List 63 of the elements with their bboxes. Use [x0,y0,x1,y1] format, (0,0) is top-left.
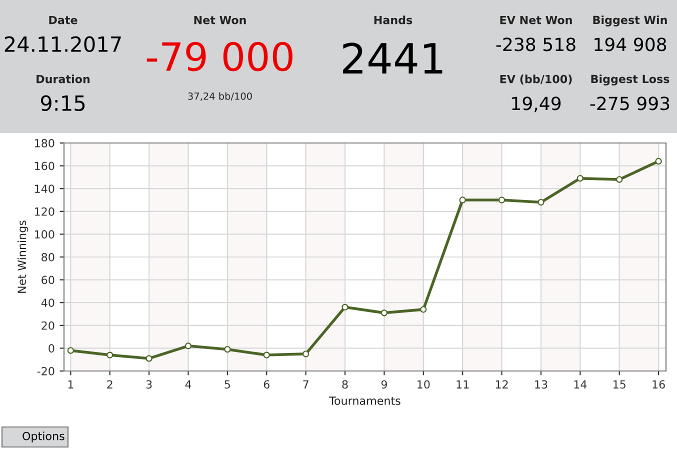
text: Net Won [194,16,246,24]
x-tick-label: 16 [652,380,665,389]
x-tick-label: 5 [224,380,230,389]
x-axis-title: Tournaments [329,396,400,405]
y-tick-label: 120 [34,207,54,216]
point [655,158,662,165]
y-axis-title: Net Winnings [17,220,28,293]
y-tick-label: 80 [42,252,54,262]
point [106,352,114,358]
x-tick-label: 7 [303,380,308,388]
x-tick-label: 3 [146,380,152,389]
point [420,306,427,313]
y-tick-label: 180 [34,138,54,148]
x-tick-label: 1 [68,380,74,388]
y-tick-label: 0 [48,344,54,353]
point [67,347,74,354]
text: 9:15 [40,95,85,112]
text: Options [22,432,64,442]
text: Biggest Win [593,16,667,26]
point [576,175,584,182]
x-tick-label: 11 [456,380,469,388]
text: EV (bb/100) [500,74,572,85]
x-tick-label: 10 [418,380,430,389]
x-tick-label: 8 [342,380,348,389]
text: Duration [36,74,90,84]
x-tick-label: 15 [614,380,626,389]
x-tick-label: 9 [381,380,387,389]
point [538,198,544,206]
text: -79 000 [146,42,292,72]
y-tick-label: 140 [34,184,54,193]
text: Date [49,16,78,24]
point [498,196,506,204]
point [146,355,152,362]
text: 24.11.2017 [4,36,121,52]
point [302,350,310,358]
text: 2441 [343,42,442,74]
point [224,346,231,353]
text: 19,49 [512,96,561,112]
point [184,342,192,350]
x-tick-label: 6 [264,380,270,389]
text: 194 908 [594,38,666,52]
point [380,310,388,316]
x-tick-label: 13 [535,380,548,389]
y-tick-label: 100 [34,230,54,239]
y-tick-label: 60 [42,276,54,284]
y-tick-label: 40 [41,298,54,307]
point [459,196,466,204]
text: Biggest Loss [591,74,670,86]
text: EV Net Won [500,16,572,24]
x-tick-label: 14 [574,380,587,388]
x-tick-label: 12 [496,380,508,388]
x-tick-label: 2 [107,380,112,388]
point [342,304,348,310]
point [263,352,270,358]
text: -238 518 [496,38,576,52]
y-tick-label: -20 [37,366,54,376]
text: 37,24 bb/100 [188,92,252,101]
point [616,176,623,183]
y-tick-label: 20 [42,321,54,330]
text: -275 993 [590,96,670,110]
text: Hands [374,16,412,24]
y-tick-label: 160 [34,162,54,170]
x-tick-label: 4 [185,380,192,388]
